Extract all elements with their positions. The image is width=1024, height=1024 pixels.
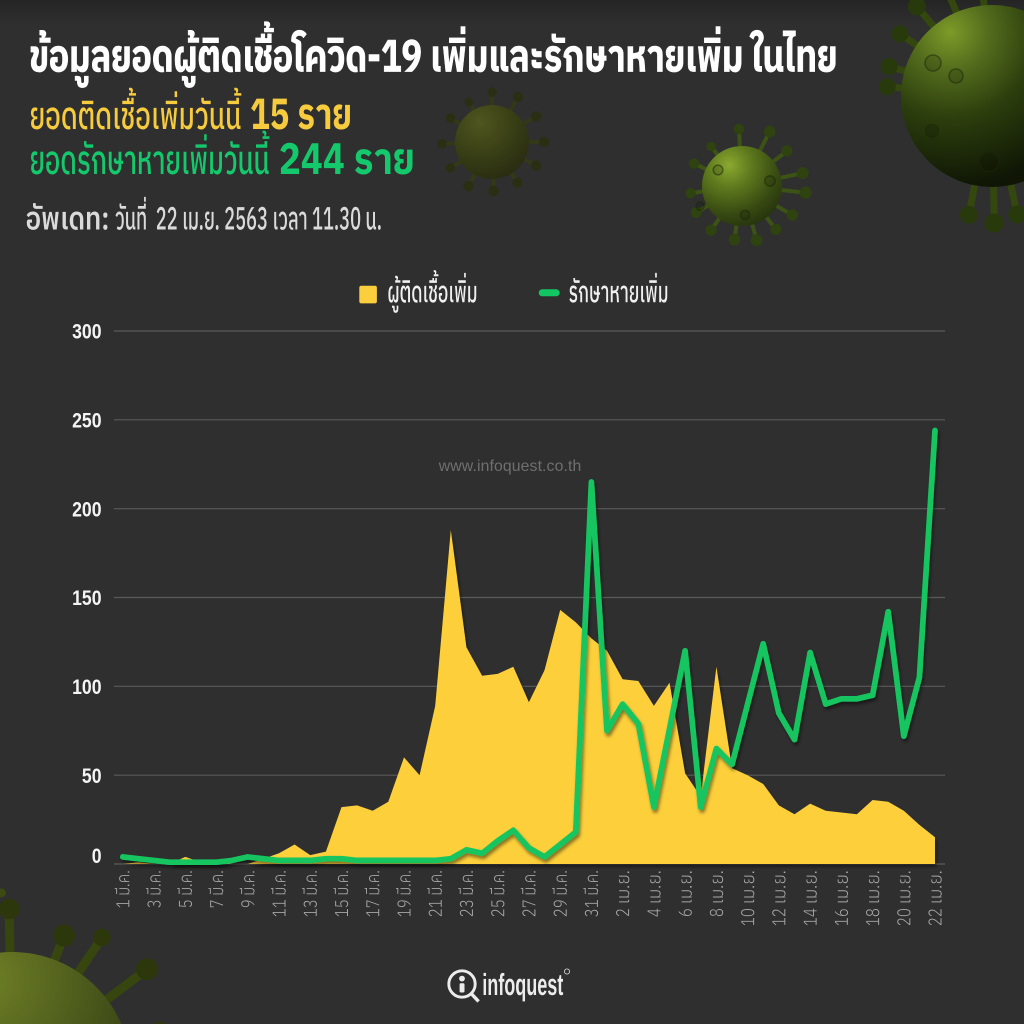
svg-text:250: 250 — [72, 409, 101, 432]
svg-text:150: 150 — [72, 587, 101, 610]
svg-text:0: 0 — [92, 845, 102, 868]
svg-text:50: 50 — [82, 765, 102, 788]
svg-text:200: 200 — [72, 498, 101, 521]
svg-text:100: 100 — [72, 676, 101, 699]
svg-text:www.infoquest.co.th: www.infoquest.co.th — [438, 458, 582, 475]
svg-text:300: 300 — [72, 321, 101, 344]
